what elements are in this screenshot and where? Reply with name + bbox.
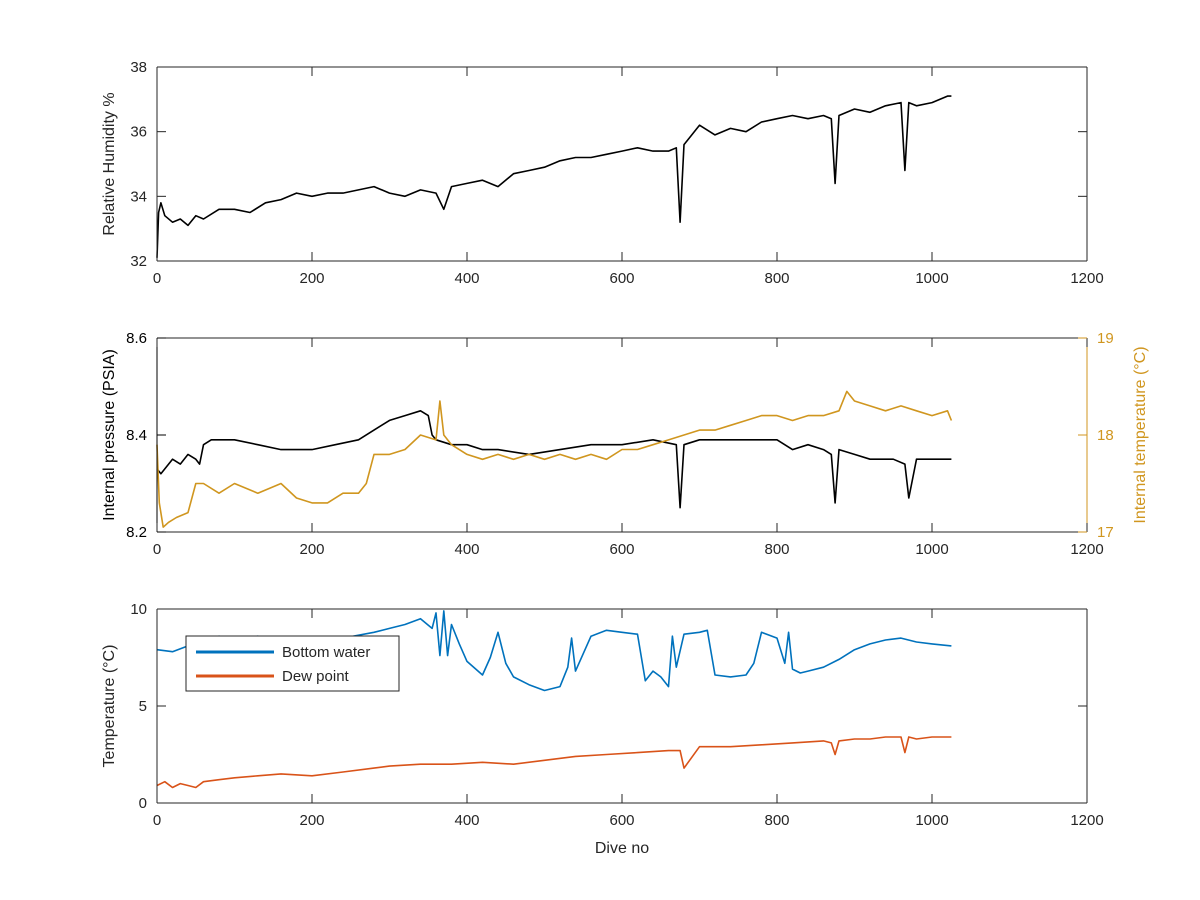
panel-2-series-line-1 (156, 409, 952, 509)
panel-2-y2-tick-label: 17 (1097, 524, 1114, 541)
panel-1-y-axis-label: Relative Humidity % (101, 92, 118, 235)
panel-1-plot-area (157, 67, 1087, 261)
panel-2-x-tick-label: 0 (153, 541, 161, 558)
panel-1-x-tick-label: 1200 (1070, 270, 1103, 287)
panel-3-x-tick-label: 600 (609, 812, 634, 829)
panel-2-series-line-2 (156, 390, 953, 528)
panel-3-series-line-2 (156, 736, 952, 789)
panel-3-x-tick-label: 200 (299, 812, 324, 829)
panel-2-x-tick-label: 800 (764, 541, 789, 558)
panel-2-x-tick-label: 1000 (915, 541, 948, 558)
panel-1-y-tick-label: 32 (130, 253, 147, 270)
panel-3-y-tick-label: 5 (139, 698, 147, 715)
panel-3-y-tick-label: 0 (139, 795, 147, 812)
panel-3-legend-label: Dew point (282, 668, 350, 685)
panel-1-x-tick-label: 600 (609, 270, 634, 287)
panel-3-x-axis-label: Dive no (595, 840, 649, 857)
panel-1-x-tick-label: 400 (454, 270, 479, 287)
panel-2-y-tick-label: 8.6 (126, 330, 147, 347)
panel-2-y2-tick-label: 18 (1097, 427, 1114, 444)
panel-1-x-tick-label: 1000 (915, 270, 948, 287)
panel-1-series-line-1 (156, 95, 952, 258)
panel-2-plot-area (157, 338, 1087, 532)
panel-3-y-tick-label: 10 (130, 601, 147, 618)
panel-3-x-tick-label: 1200 (1070, 812, 1103, 829)
panel-3-y-axis-label: Temperature (°C) (101, 645, 118, 768)
panel-2-x-tick-label: 200 (299, 541, 324, 558)
panel-2-y-tick-label: 8.2 (126, 524, 147, 541)
panel-2-x-tick-label: 1200 (1070, 541, 1103, 558)
panel-2-y2-tick-label: 19 (1097, 330, 1114, 347)
panel-1-y-tick-label: 38 (130, 59, 147, 76)
panel-1-x-tick-label: 800 (764, 270, 789, 287)
panel-3-x-tick-label: 0 (153, 812, 161, 829)
panel-1-x-tick-label: 0 (153, 270, 161, 287)
panel-2-y-axis-label: Internal pressure (PSIA) (101, 349, 118, 521)
panel-3-x-tick-label: 1000 (915, 812, 948, 829)
panel-1-y-tick-label: 36 (130, 124, 147, 141)
panel-2-y2-axis-label: Internal temperature (°C) (1132, 346, 1149, 523)
panel-3-series-line-1 (156, 610, 952, 692)
panel-2-x-tick-label: 400 (454, 541, 479, 558)
panel-2-y-tick-label: 8.4 (126, 427, 147, 444)
panel-3-x-tick-label: 800 (764, 812, 789, 829)
panel-3-legend (185, 635, 400, 692)
panel-3-legend-label: Bottom water (282, 644, 370, 661)
panel-1-y-tick-label: 34 (130, 188, 147, 205)
panel-3-x-tick-label: 400 (454, 812, 479, 829)
panel-1-x-tick-label: 200 (299, 270, 324, 287)
panel-2-x-tick-label: 600 (609, 541, 634, 558)
